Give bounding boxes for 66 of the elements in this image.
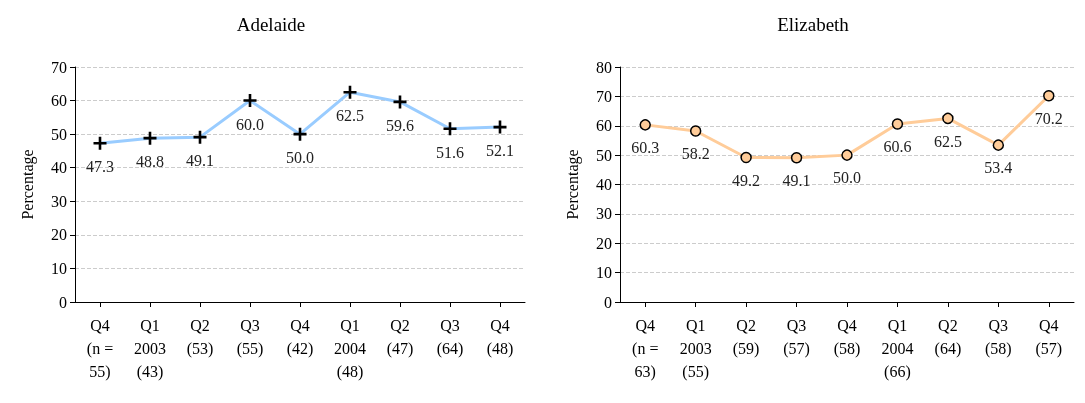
point bbox=[992, 139, 1005, 151]
y-tick-label: 30 bbox=[596, 205, 612, 223]
y-tick-label: 70 bbox=[596, 87, 612, 105]
point bbox=[689, 125, 702, 137]
data-label: 50.0 bbox=[286, 149, 314, 167]
data-label: 60.0 bbox=[236, 115, 264, 133]
y-axis-title: Percentage bbox=[563, 149, 582, 220]
data-label: 49.1 bbox=[782, 172, 811, 190]
x-tick-label: Q2 (64) bbox=[934, 317, 962, 358]
y-tick-label: 70 bbox=[51, 58, 67, 76]
data-label: 51.6 bbox=[436, 143, 464, 161]
data-label: 60.3 bbox=[631, 139, 660, 157]
x-tick-label: Q1 2003 (43) bbox=[134, 317, 166, 381]
data-label: 62.5 bbox=[933, 132, 962, 150]
data-label: 48.8 bbox=[136, 153, 164, 171]
y-tick-label: 80 bbox=[596, 58, 612, 76]
point bbox=[1043, 90, 1055, 102]
x-tick-label: Q3 (57) bbox=[783, 317, 810, 358]
x-tick-label: Q4 (42) bbox=[286, 317, 314, 358]
y-tick-label: 10 bbox=[596, 264, 612, 282]
x-tick-label: Q4 (n = 63) bbox=[632, 317, 659, 381]
y-axis-title: Percentage bbox=[18, 149, 37, 220]
data-label: 62.5 bbox=[336, 107, 364, 125]
x-tick-label: Q2 (53) bbox=[186, 317, 214, 358]
point bbox=[790, 152, 803, 164]
x-tick-label: Q1 2003 (55) bbox=[679, 317, 712, 381]
x-tick-label: Q1 2004 (66) bbox=[881, 317, 914, 381]
x-tick-label: Q4 (57) bbox=[1035, 317, 1063, 358]
chart-title: Adelaide bbox=[236, 14, 306, 35]
x-tick-label: Q2 (59) bbox=[732, 317, 760, 358]
y-tick-label: 40 bbox=[51, 159, 67, 177]
y-tick-label: 60 bbox=[51, 92, 67, 110]
y-tick-label: 10 bbox=[51, 259, 67, 277]
point bbox=[891, 118, 904, 130]
point bbox=[841, 149, 853, 161]
data-label: 60.6 bbox=[883, 138, 912, 156]
y-tick-label: 0 bbox=[604, 293, 612, 311]
data-label: 49.1 bbox=[186, 152, 214, 170]
y-tick-label: 0 bbox=[59, 293, 67, 311]
y-tick-label: 40 bbox=[596, 176, 612, 193]
data-label: 49.2 bbox=[732, 171, 761, 189]
y-tick-label: 20 bbox=[51, 226, 67, 244]
point bbox=[639, 119, 651, 131]
data-label: 70.2 bbox=[1034, 110, 1063, 128]
x-tick-label: Q2 (47) bbox=[386, 317, 414, 358]
y-tick-label: 20 bbox=[596, 234, 612, 252]
y-tick-label: 30 bbox=[51, 192, 67, 210]
y-tick-label: 60 bbox=[596, 117, 612, 135]
point bbox=[942, 112, 954, 125]
x-tick-label: Q4 (58) bbox=[833, 317, 861, 358]
data-label: 47.3 bbox=[86, 158, 114, 176]
x-tick-label: Q3 (58) bbox=[985, 317, 1012, 358]
y-tick-label: 50 bbox=[51, 125, 67, 143]
data-label: 53.4 bbox=[984, 159, 1013, 177]
data-label: 58.2 bbox=[681, 145, 710, 163]
chart-title: Elizabeth bbox=[777, 14, 850, 35]
x-tick-label: Q1 2004 (48) bbox=[334, 317, 366, 381]
data-label: 50.0 bbox=[833, 169, 861, 187]
x-tick-label: Q3 (64) bbox=[436, 317, 464, 358]
x-tick-label: Q3 (55) bbox=[236, 317, 264, 358]
y-tick-label: 50 bbox=[596, 146, 612, 164]
x-tick-label: Q4 (n = 55) bbox=[86, 317, 114, 381]
point bbox=[740, 151, 752, 164]
data-label: 52.1 bbox=[486, 142, 514, 160]
data-label: 59.6 bbox=[386, 116, 414, 134]
x-tick-label: Q4 (48) bbox=[486, 317, 514, 358]
